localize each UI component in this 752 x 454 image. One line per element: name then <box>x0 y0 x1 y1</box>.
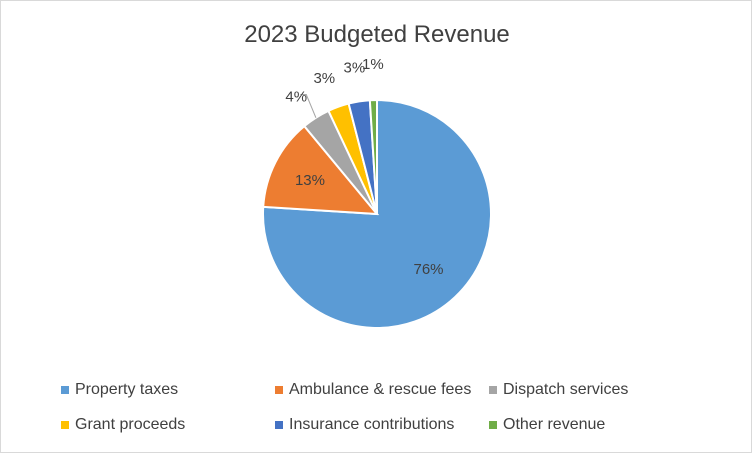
legend-item-property-taxes: Property taxes <box>61 380 178 400</box>
data-label-ambulance: 13% <box>295 172 325 189</box>
legend-label: Grant proceeds <box>75 416 186 433</box>
legend-label: Dispatch services <box>503 381 629 398</box>
legend-swatch <box>61 421 69 429</box>
data-label-dispatch: 4% <box>285 89 307 106</box>
legend-label: Insurance contributions <box>289 416 455 433</box>
leader-line <box>300 94 317 118</box>
legend-item-grant: Grant proceeds <box>61 415 185 435</box>
chart-title: 2023 Budgeted Revenue <box>244 21 510 48</box>
pie-slice-other <box>368 98 378 215</box>
legend-item-insurance: Insurance contributions <box>275 415 454 435</box>
data-label-other: 1% <box>362 56 384 73</box>
data-label-property-taxes: 76% <box>413 261 443 278</box>
legend-swatch <box>489 421 497 429</box>
pie-slice-property-taxes <box>262 98 492 329</box>
legend-swatch <box>489 386 497 394</box>
legend-item-other: Other revenue <box>489 415 605 435</box>
legend-swatch <box>275 386 283 394</box>
legend-swatch <box>275 421 283 429</box>
data-label-insurance: 3% <box>344 60 366 77</box>
legend-swatch <box>61 386 69 394</box>
data-label-grant: 3% <box>313 70 335 87</box>
legend-item-dispatch: Dispatch services <box>489 380 628 400</box>
legend-label: Other revenue <box>503 416 606 433</box>
legend-item-ambulance: Ambulance & rescue fees <box>275 380 471 400</box>
legend-label: Property taxes <box>75 381 179 398</box>
pie-slice-ambulance <box>262 124 380 216</box>
legend-label: Ambulance & rescue fees <box>289 381 472 398</box>
